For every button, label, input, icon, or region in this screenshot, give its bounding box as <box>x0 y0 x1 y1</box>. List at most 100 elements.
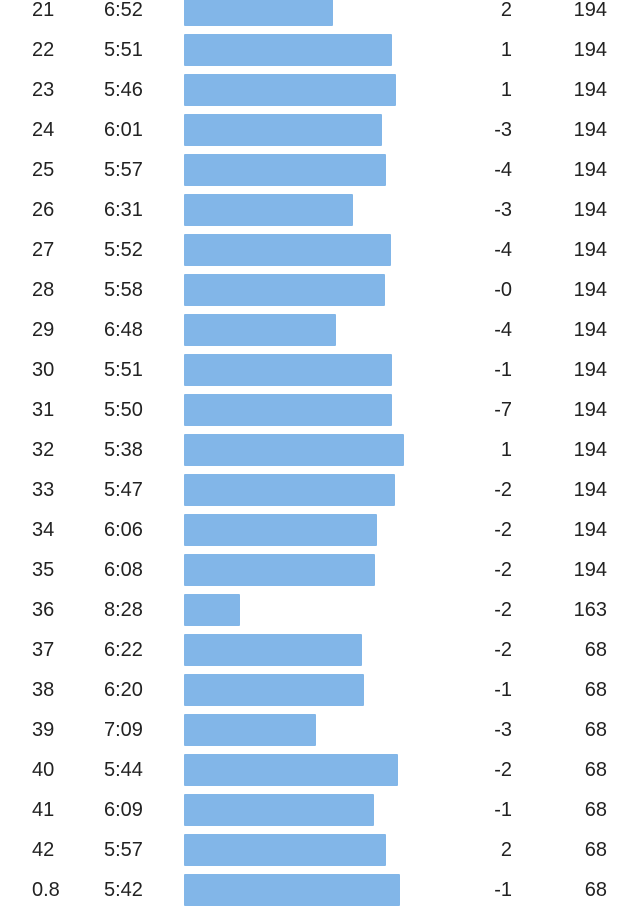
split-row[interactable]: 42 5:57 2 68 <box>0 830 631 870</box>
split-elevation: -2 <box>494 639 512 661</box>
split-row[interactable]: 37 6:22 -2 68 <box>0 630 631 670</box>
split-heart-rate: 194 <box>573 199 607 221</box>
split-heart-rate: 194 <box>573 319 607 341</box>
split-km: 24 <box>32 119 55 141</box>
split-elevation: -4 <box>494 319 512 341</box>
pace-bar-track <box>184 874 424 906</box>
split-pace: 5:38 <box>104 439 143 461</box>
pace-bar-track <box>184 394 424 426</box>
split-km: 28 <box>32 279 55 301</box>
split-pace: 6:20 <box>104 679 143 701</box>
split-km: 23 <box>32 79 55 101</box>
split-elevation: -7 <box>494 399 512 421</box>
split-row[interactable]: 25 5:57 -4 194 <box>0 150 631 190</box>
pace-bar-track <box>184 834 424 866</box>
split-elevation: -2 <box>494 759 512 781</box>
split-row[interactable]: 40 5:44 -2 68 <box>0 750 631 790</box>
split-heart-rate: 68 <box>584 799 607 821</box>
split-elevation: -3 <box>494 719 512 741</box>
split-km: 39 <box>32 719 55 741</box>
split-pace: 5:50 <box>104 399 143 421</box>
pace-bar-track <box>184 714 424 746</box>
split-heart-rate: 194 <box>573 279 607 301</box>
pace-bar-track <box>184 194 424 226</box>
split-elevation: -2 <box>494 599 512 621</box>
pace-bar <box>184 274 385 306</box>
split-heart-rate: 194 <box>573 559 607 581</box>
pace-bar <box>184 434 404 466</box>
pace-bar <box>184 634 362 666</box>
split-heart-rate: 68 <box>584 839 607 861</box>
split-pace: 5:51 <box>104 39 143 61</box>
split-km: 22 <box>32 39 55 61</box>
pace-bar-track <box>184 354 424 386</box>
split-heart-rate: 194 <box>573 239 607 261</box>
split-elevation: -2 <box>494 519 512 541</box>
split-elevation: 1 <box>500 79 512 101</box>
split-km: 26 <box>32 199 55 221</box>
split-row[interactable]: 23 5:46 1 194 <box>0 70 631 110</box>
pace-bar <box>184 34 392 66</box>
split-row[interactable]: 31 5:50 -7 194 <box>0 390 631 430</box>
split-row[interactable]: 30 5:51 -1 194 <box>0 350 631 390</box>
split-heart-rate: 163 <box>573 599 607 621</box>
split-elevation: 1 <box>500 439 512 461</box>
split-row[interactable]: 21 6:52 2 194 <box>0 0 631 30</box>
split-pace: 6:06 <box>104 519 143 541</box>
split-km: 35 <box>32 559 55 581</box>
pace-bar-track <box>184 114 424 146</box>
split-pace: 5:57 <box>104 159 143 181</box>
split-elevation: -1 <box>494 679 512 701</box>
split-row[interactable]: 29 6:48 -4 194 <box>0 310 631 350</box>
split-km: 42 <box>32 839 55 861</box>
split-elevation: -1 <box>494 359 512 381</box>
pace-bar-track <box>184 0 424 26</box>
split-row[interactable]: 35 6:08 -2 194 <box>0 550 631 590</box>
split-row[interactable]: 33 5:47 -2 194 <box>0 470 631 510</box>
split-heart-rate: 194 <box>573 519 607 541</box>
split-heart-rate: 194 <box>573 479 607 501</box>
split-heart-rate: 194 <box>573 119 607 141</box>
split-pace: 6:22 <box>104 639 143 661</box>
split-km: 34 <box>32 519 55 541</box>
split-heart-rate: 194 <box>573 159 607 181</box>
split-km: 36 <box>32 599 55 621</box>
split-elevation: 2 <box>500 839 512 861</box>
pace-bar <box>184 594 240 626</box>
split-pace: 5:44 <box>104 759 143 781</box>
split-row[interactable]: 28 5:58 -0 194 <box>0 270 631 310</box>
pace-bar <box>184 154 386 186</box>
split-km: 30 <box>32 359 55 381</box>
pace-bar <box>184 874 401 906</box>
split-row[interactable]: 27 5:52 -4 194 <box>0 230 631 270</box>
split-pace: 5:57 <box>104 839 143 861</box>
pace-bar <box>184 74 397 106</box>
split-km: 32 <box>32 439 55 461</box>
split-heart-rate: 194 <box>573 399 607 421</box>
split-pace: 5:52 <box>104 239 143 261</box>
pace-bar <box>184 354 392 386</box>
split-heart-rate: 68 <box>584 679 607 701</box>
pace-bar <box>184 834 386 866</box>
split-pace: 5:46 <box>104 79 143 101</box>
pace-bar-track <box>184 594 424 626</box>
pace-bar-track <box>184 474 424 506</box>
split-row[interactable]: 0.8 5:42 -1 68 <box>0 870 631 910</box>
split-row[interactable]: 22 5:51 1 194 <box>0 30 631 70</box>
pace-bar <box>184 794 375 826</box>
split-row[interactable]: 34 6:06 -2 194 <box>0 510 631 550</box>
split-row[interactable]: 32 5:38 1 194 <box>0 430 631 470</box>
split-row[interactable]: 24 6:01 -3 194 <box>0 110 631 150</box>
split-row[interactable]: 39 7:09 -3 68 <box>0 710 631 750</box>
split-elevation: -0 <box>494 279 512 301</box>
split-row[interactable]: 36 8:28 -2 163 <box>0 590 631 630</box>
split-pace: 6:01 <box>104 119 143 141</box>
split-row[interactable]: 26 6:31 -3 194 <box>0 190 631 230</box>
split-heart-rate: 194 <box>573 439 607 461</box>
split-km: 37 <box>32 639 55 661</box>
split-row[interactable]: 41 6:09 -1 68 <box>0 790 631 830</box>
split-heart-rate: 194 <box>573 359 607 381</box>
pace-bar <box>184 554 376 586</box>
split-row[interactable]: 38 6:20 -1 68 <box>0 670 631 710</box>
